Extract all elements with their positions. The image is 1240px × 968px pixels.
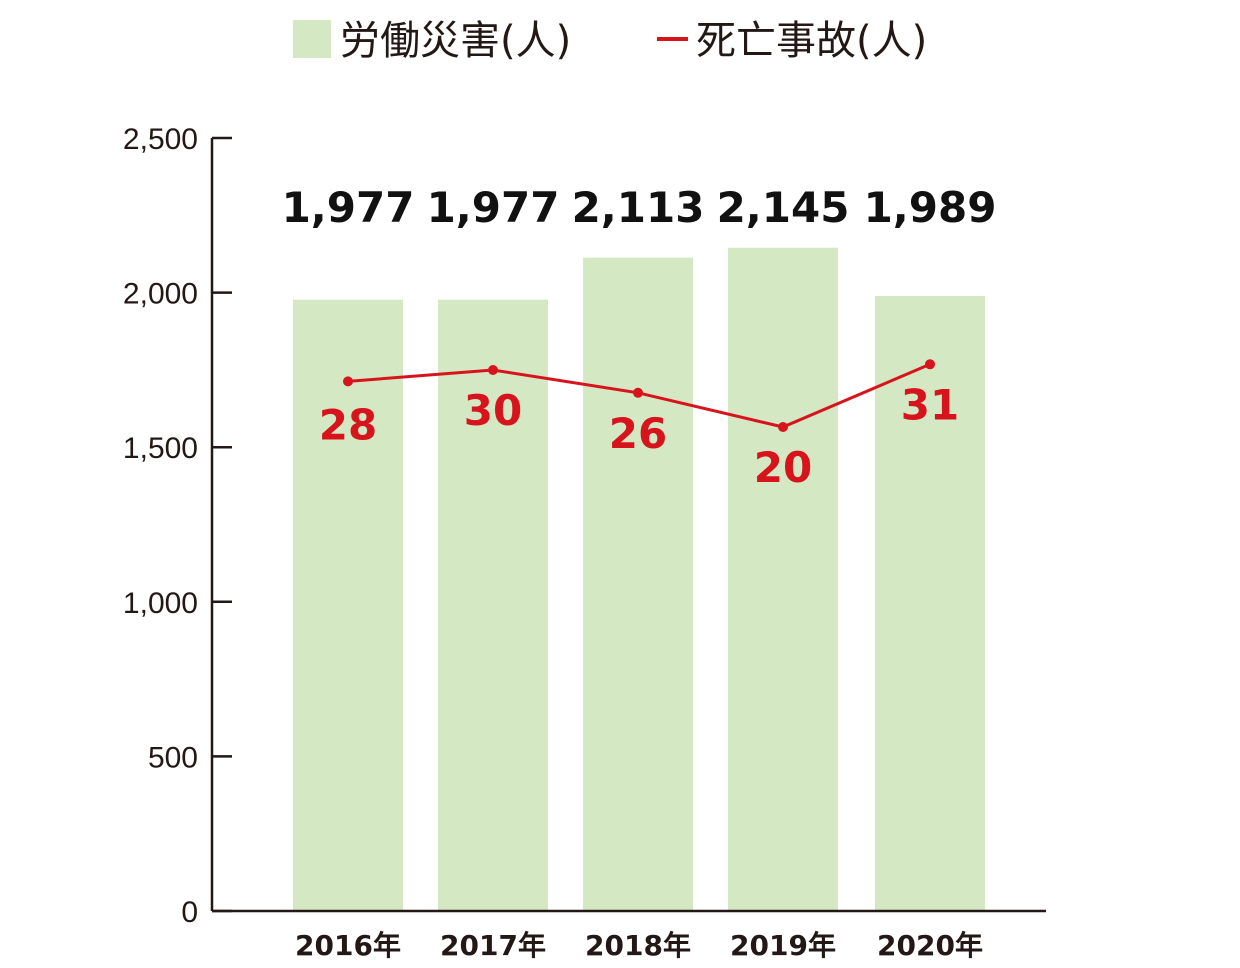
line-point-2020年 <box>925 359 935 370</box>
bar-2019年 <box>728 247 838 912</box>
line-value-label: 30 <box>464 386 522 435</box>
legend-swatch-bar <box>293 20 331 58</box>
legend: 労働災害(人) 死亡事故(人) <box>293 18 927 64</box>
y-tick-label: 1,500 <box>123 432 198 465</box>
bar-value-label: 2,145 <box>717 183 850 232</box>
y-tick-label: 2,500 <box>123 123 198 156</box>
bar-value-label: 2,113 <box>572 183 705 232</box>
y-axis: 0 500 1,000 1,500 2,000 2,500 <box>123 123 232 929</box>
legend-label-line: 死亡事故(人) <box>696 18 927 64</box>
line-value-label: 28 <box>319 400 377 449</box>
bar-2020年 <box>875 296 985 911</box>
line-series <box>343 359 935 432</box>
y-tick-label: 0 <box>181 896 198 929</box>
x-tick-label: 2020年 <box>877 929 983 962</box>
bar-2018年 <box>583 257 693 911</box>
line-point-2016年 <box>343 376 353 387</box>
line-point-2019年 <box>778 422 788 432</box>
legend-label-bar: 労働災害(人) <box>340 18 571 64</box>
bar-value-labels: 1,977 1,977 2,113 2,145 1,989 <box>282 183 997 232</box>
bar-series <box>293 247 985 912</box>
y-tick-label: 1,000 <box>123 587 198 620</box>
bar-2017年 <box>438 299 548 911</box>
x-tick-label: 2017年 <box>440 929 546 962</box>
line-value-label: 20 <box>754 443 812 492</box>
line-point-2018年 <box>633 387 643 398</box>
x-tick-label: 2019年 <box>730 929 836 962</box>
x-axis: 2016年 2017年 2018年 2019年 2020年 <box>212 909 1046 962</box>
x-tick-label: 2016年 <box>295 929 401 962</box>
x-tick-label: 2018年 <box>585 929 691 962</box>
line-value-label: 31 <box>901 380 959 429</box>
bar-2016年 <box>293 299 403 911</box>
y-tick-label: 2,000 <box>123 278 198 311</box>
bar-value-label: 1,989 <box>864 183 997 232</box>
line-value-label: 26 <box>609 409 667 458</box>
y-tick-label: 500 <box>148 741 198 774</box>
bar-value-label: 1,977 <box>282 183 415 232</box>
bar-value-label: 1,977 <box>427 183 560 232</box>
line-value-labels: 28 30 26 20 31 <box>319 380 959 492</box>
line-point-2017年 <box>488 365 498 375</box>
